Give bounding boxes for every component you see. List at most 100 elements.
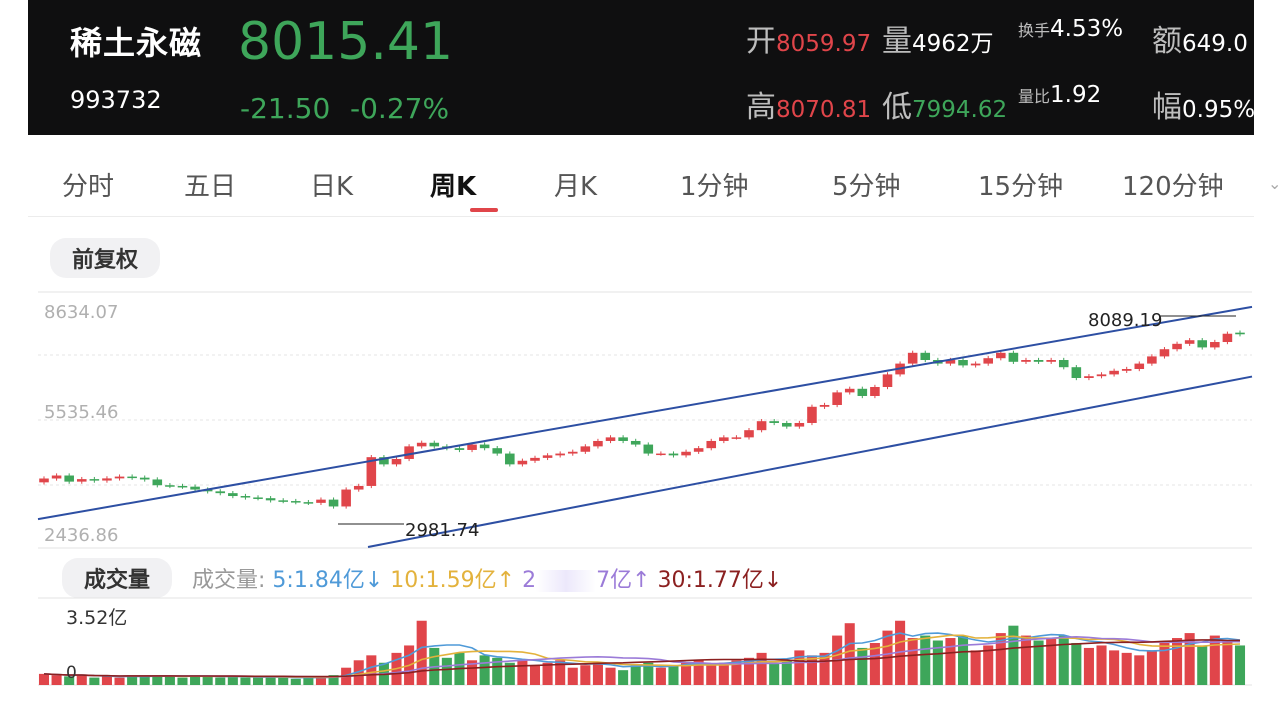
- tab-five-day[interactable]: 五日: [184, 172, 237, 202]
- tab-1min[interactable]: 1分钟: [680, 172, 749, 202]
- volume-max-label: 3.52亿: [66, 607, 127, 629]
- candle-body: [769, 421, 779, 423]
- candle-body: [1210, 342, 1220, 348]
- volume-bar: [328, 675, 339, 685]
- volume-bar: [1008, 625, 1019, 685]
- candle-body: [316, 499, 326, 503]
- volume-bar: [605, 667, 616, 685]
- candle-body: [1033, 360, 1044, 362]
- volume-legend: 成交量: 5:1.84亿↓ 10:1.59亿↑ 2 7亿↑ 30:1.77亿↓: [192, 562, 782, 594]
- volume-bar: [378, 662, 389, 685]
- volume-ma5: 5:1.84亿↓: [272, 568, 384, 593]
- volume-bar: [630, 665, 641, 685]
- volume-bar: [1172, 638, 1183, 685]
- candle-body: [76, 479, 87, 482]
- candle-body: [228, 493, 238, 497]
- volume-bar: [932, 640, 943, 685]
- candle-body: [819, 404, 830, 407]
- volume-bar: [895, 620, 906, 685]
- volume-bar: [743, 657, 755, 685]
- tab-daily-k[interactable]: 日K: [310, 172, 354, 202]
- volume-bar: [731, 660, 742, 685]
- volume-ma10-line: [43, 634, 1241, 679]
- candle-body: [454, 448, 465, 450]
- volume-bar: [1159, 642, 1170, 685]
- volume-bar: [857, 647, 868, 685]
- volume-ma30-line: [43, 639, 1241, 678]
- candle-body: [593, 440, 603, 447]
- high-label: 高: [746, 90, 776, 125]
- volume-bar: [416, 620, 427, 685]
- candle-body: [567, 451, 578, 454]
- candle-body: [253, 497, 263, 499]
- active-tab-indicator: [470, 208, 498, 212]
- volume-bar: [1134, 655, 1145, 685]
- volume-bar: [290, 678, 301, 685]
- candle-body: [303, 502, 314, 504]
- volume-bar: [240, 677, 251, 685]
- volume-bar: [190, 675, 201, 685]
- volume-bar: [618, 670, 629, 685]
- candle-body: [1134, 363, 1145, 370]
- chevron-down-icon[interactable]: ⌄: [1268, 174, 1280, 193]
- volume-bar: [1083, 647, 1094, 685]
- tab-15min[interactable]: 15分钟: [978, 172, 1064, 202]
- volume-legend-prefix: 成交量:: [192, 568, 266, 593]
- volume-bar: [1197, 645, 1208, 685]
- stat-low: 低7994.62: [882, 82, 1007, 126]
- volume-bar: [1209, 635, 1220, 685]
- volume-bar: [454, 652, 465, 685]
- volume-zero-label: 0: [66, 663, 77, 683]
- volume-bar: [404, 645, 415, 685]
- volume-bar: [76, 675, 87, 685]
- volume-bar: [1058, 635, 1069, 685]
- volume-ma20-line: [43, 635, 1240, 678]
- tab-monthly-k[interactable]: 月K: [554, 172, 598, 202]
- volume-bar: [769, 662, 780, 685]
- candle-body: [1021, 360, 1031, 362]
- volume-bar: [1184, 633, 1195, 685]
- stat-amplitude: 幅0.95%: [1152, 82, 1255, 126]
- volume-bar: [278, 677, 289, 685]
- candle-body: [744, 430, 754, 438]
- tab-intraday[interactable]: 分时: [62, 172, 115, 202]
- candle-body: [139, 477, 150, 480]
- candle-body: [429, 442, 440, 447]
- obscured-region: [536, 570, 597, 592]
- tab-120min[interactable]: 120分钟: [1122, 172, 1224, 202]
- tab-weekly-k[interactable]: 周K: [430, 172, 477, 202]
- candle-body: [278, 500, 288, 502]
- volume-ma30: 30:1.77亿↓: [657, 568, 783, 593]
- volume-bar: [1046, 638, 1057, 685]
- volume-bar: [1121, 652, 1132, 685]
- volume-ma20-tail: 7亿↑: [596, 568, 651, 593]
- candle-body: [353, 485, 364, 490]
- volume-bar: [202, 676, 213, 685]
- candle-body: [580, 446, 591, 452]
- candle-body: [618, 437, 628, 441]
- adjust-button[interactable]: 前复权: [50, 238, 161, 278]
- right-margin: [1254, 0, 1280, 717]
- volume-button[interactable]: 成交量: [62, 558, 173, 598]
- volume-bar: [353, 660, 364, 685]
- candle-body: [1071, 367, 1082, 378]
- candle-body: [265, 498, 276, 501]
- candle-body: [89, 479, 100, 481]
- volume-bar: [177, 677, 188, 685]
- volume-bar: [303, 677, 314, 685]
- candle-body: [152, 479, 163, 486]
- tab-5min[interactable]: 5分钟: [832, 172, 901, 202]
- candle-body: [215, 491, 226, 494]
- volume-bar: [668, 665, 679, 685]
- volume-bar: [869, 642, 880, 685]
- open-label: 开: [746, 24, 776, 59]
- volume-bar: [592, 662, 603, 685]
- candle-body: [970, 363, 981, 366]
- stat-vol-ratio: 量比1.92: [1018, 82, 1101, 108]
- volume-bar: [542, 662, 553, 685]
- candle-body: [1008, 352, 1019, 362]
- candle-body: [517, 460, 528, 465]
- candle-body: [1159, 349, 1170, 357]
- volume-bar: [794, 650, 805, 685]
- candle-body: [479, 444, 490, 449]
